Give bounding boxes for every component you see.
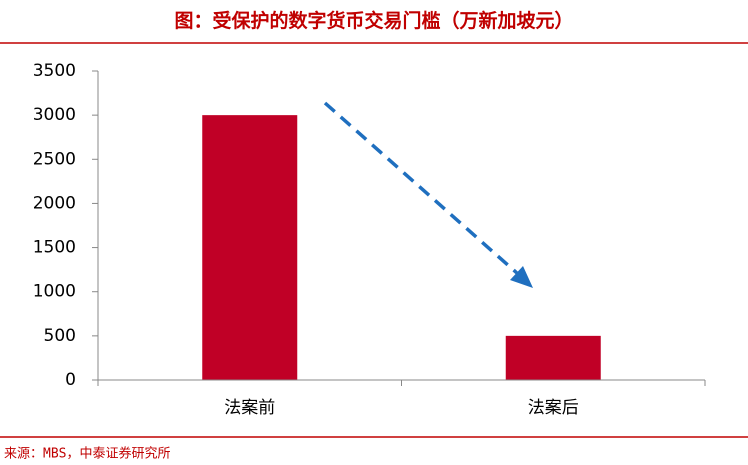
bar [505, 335, 601, 380]
source-note: 来源：MBS，中泰证券研究所 [4, 446, 170, 462]
arrow-shaft [323, 101, 520, 276]
bar [202, 115, 298, 381]
y-tick-label: 0 [65, 370, 76, 390]
y-tick-label: 1000 [33, 282, 76, 302]
y-tick-label: 2500 [33, 149, 76, 169]
y-tick-label: 3500 [33, 61, 76, 81]
arrow-head [510, 266, 533, 288]
x-tick-label: 法案后 [528, 398, 579, 418]
trend-arrow [323, 101, 533, 288]
y-tick-label: 500 [44, 326, 76, 346]
y-tick-label: 1500 [33, 238, 76, 258]
chart-title: 图：受保护的数字货币交易门槛（万新加坡元） [174, 9, 573, 32]
x-tick-label: 法案前 [224, 398, 275, 418]
y-tick-label: 2000 [33, 193, 76, 213]
y-tick-label: 3000 [33, 105, 76, 125]
